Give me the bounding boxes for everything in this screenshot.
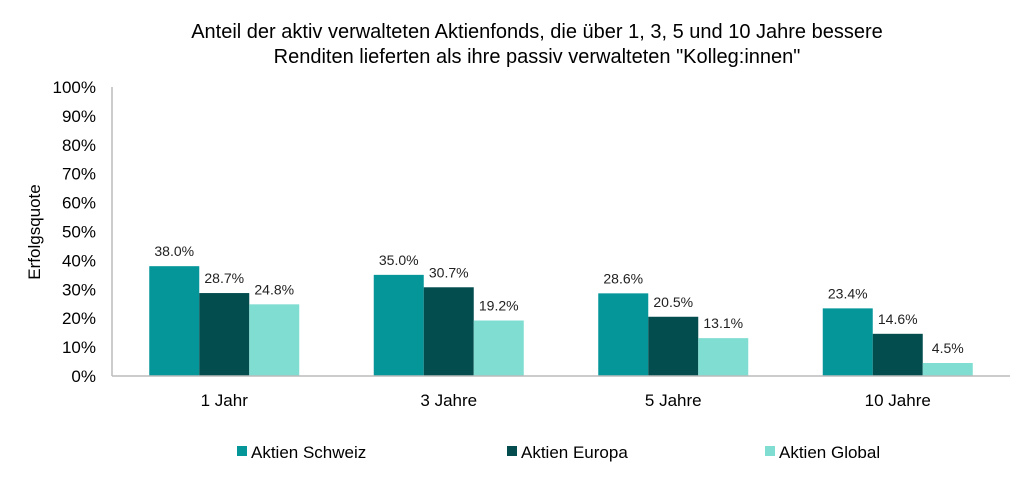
y-axis-label: Erfolgsquote (25, 184, 44, 279)
y-tick-label: 60% (62, 194, 96, 213)
x-tick-label: 3 Jahre (420, 391, 477, 410)
bar (872, 333, 923, 376)
data-label: 4.5% (932, 340, 964, 356)
legend: Aktien Schweiz Aktien Europa Aktien Global (237, 443, 880, 462)
data-label: 30.7% (429, 264, 469, 280)
legend-swatch (507, 446, 517, 456)
bar (922, 362, 973, 376)
y-tick-label: 50% (62, 223, 96, 242)
bar (473, 320, 524, 376)
bar (199, 293, 250, 376)
y-tick-label: 10% (62, 338, 96, 357)
data-label: 23.4% (828, 285, 868, 301)
x-tick-label: 10 Jahre (865, 391, 931, 410)
chart-title-line-2: Renditen lieferten als ihre passiv verwa… (274, 46, 801, 68)
y-tick-label: 100% (53, 78, 96, 97)
y-tick-label: 90% (62, 107, 96, 126)
data-label: 13.1% (703, 315, 743, 331)
data-label: 28.7% (204, 270, 244, 286)
legend-swatch (237, 446, 247, 456)
data-label: 38.0% (154, 243, 194, 259)
y-tick-label: 40% (62, 251, 96, 270)
legend-label: Aktien Global (779, 443, 880, 462)
legend-label: Aktien Europa (521, 443, 628, 462)
x-tick-label: 5 Jahre (645, 391, 702, 410)
data-label: 14.6% (878, 311, 918, 327)
data-label: 24.8% (254, 281, 294, 297)
y-tick-label: 80% (62, 136, 96, 155)
legend-swatch (765, 446, 775, 456)
data-label: 19.2% (479, 298, 519, 314)
bar (822, 308, 873, 376)
data-label: 35.0% (379, 252, 419, 268)
bar (423, 287, 474, 376)
data-label: 28.6% (603, 270, 643, 286)
y-tick-label: 20% (62, 309, 96, 328)
chart-title-line-1: Anteil der aktiv verwalteten Aktienfonds… (191, 21, 883, 43)
data-label: 20.5% (653, 294, 693, 310)
x-tick-label: 1 Jahr (201, 391, 249, 410)
bar (373, 274, 424, 376)
bar (149, 266, 200, 376)
bar (598, 293, 649, 376)
bar (249, 304, 300, 376)
bar (698, 338, 749, 376)
legend-label: Aktien Schweiz (251, 443, 366, 462)
bar (648, 316, 699, 376)
y-tick-label: 70% (62, 165, 96, 184)
y-tick-label: 30% (62, 280, 96, 299)
y-tick-label: 0% (71, 367, 96, 386)
